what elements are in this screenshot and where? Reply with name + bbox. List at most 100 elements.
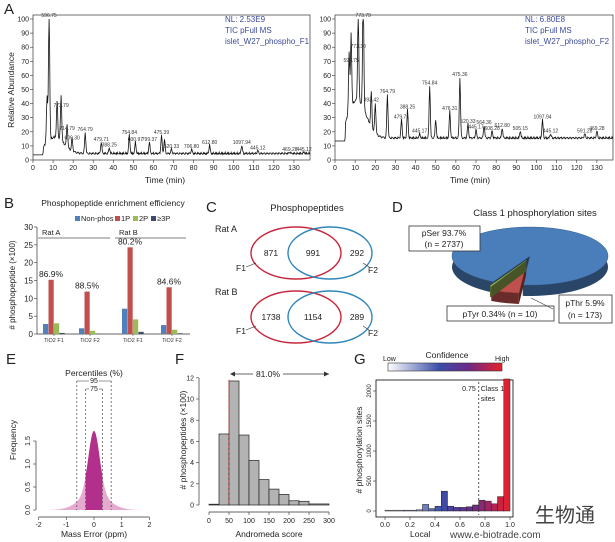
legend-swatch-3 (151, 216, 156, 221)
a1-info-nl: NL: 2.53E9 (225, 15, 266, 24)
venn-label-f2: F2 (368, 265, 378, 275)
pie-slice-pSer (451, 226, 609, 286)
peak-label: 754.84 (422, 81, 438, 87)
venn-f2-only: 289 (350, 312, 364, 322)
venn-both: 991 (306, 248, 320, 258)
y-tick-label: 6 (190, 439, 194, 446)
legend-swatch-1 (115, 216, 120, 221)
legend-label: ≥3P (157, 214, 170, 223)
y-tick-label: 5 (29, 312, 34, 321)
tic-trace (335, 18, 614, 142)
y-tick-label: 500 (367, 475, 373, 486)
y-tick-label: 90 (323, 31, 331, 38)
y-tick-label: 10 (21, 143, 29, 150)
category-label: TiO2 F1 (44, 338, 64, 344)
histogram-bar-8 (453, 507, 461, 512)
y-tick-label: 2 (190, 481, 194, 488)
bar-2P-3 (172, 329, 178, 334)
density-inner-area (85, 430, 103, 510)
histogram-bar-0 (384, 509, 404, 512)
x-tick-label: 20 (371, 165, 379, 172)
x-tick-label: 0.8 (480, 522, 490, 529)
label-pthr: pThr 5.9% (565, 298, 605, 308)
x-tick-label: 110 (248, 165, 259, 172)
y-tick-label: 70 (323, 59, 331, 66)
legend-swatch-0 (75, 216, 80, 221)
y-tick-label: 90 (21, 31, 29, 38)
peak-label: 479.71 (394, 115, 410, 121)
a2-info-file: islet_W27_phospho_F2 (525, 37, 610, 46)
ptyr-pointer (530, 297, 554, 310)
x-tick-label: 0.6 (455, 522, 465, 529)
peak-label: 479.71 (94, 137, 110, 143)
peak-label: 475.36 (452, 72, 468, 78)
peak-label: 591.28 (577, 129, 593, 135)
x-tick-label: 110 (551, 165, 562, 172)
pie-edge-pThr (518, 264, 527, 304)
label-pthr-n: (n = 173) (568, 310, 602, 320)
x-tick-label: 200 (283, 518, 295, 525)
peak-label: 706.80 (184, 144, 200, 150)
panel-label-f: F (175, 351, 184, 368)
panel-f: F Andromeda score # phosphopeptides (×10… (175, 351, 335, 539)
label-box-pthr (558, 294, 613, 324)
g-ylabel: # phosphorylation sites (354, 407, 364, 494)
x-tick-label: 50 (225, 518, 233, 525)
y-tick-label: 10 (186, 397, 194, 404)
y-tick-label: 80 (323, 45, 331, 52)
histogram-bar-13 (484, 500, 492, 512)
y-tick-label: 0 (327, 158, 331, 165)
a2-info-nl: NL: 6.80E8 (525, 15, 566, 24)
x-tick-label: 30 (392, 165, 400, 172)
x-tick-label: 0 (207, 518, 211, 525)
histogram-bar-8 (288, 500, 300, 506)
histogram-bar-11 (472, 504, 479, 512)
y-tick-label: 2000 (367, 384, 373, 398)
y-tick-label: 0 (190, 503, 194, 510)
y-tick-label: 12 (186, 375, 194, 382)
peak-label: 608.28 (484, 126, 500, 132)
a2-info-scan: TIC pFull MS (525, 26, 572, 35)
y-tick-label: 30 (21, 115, 29, 122)
y-tick-label: 1.5 (25, 436, 32, 446)
percentile-label-bg (89, 384, 99, 392)
venn-circle-f1 (250, 290, 342, 344)
label-box-pser (408, 225, 481, 252)
g-xlabel: Local (410, 529, 430, 539)
histogram-bar-6 (268, 488, 280, 506)
peak-label: 505.15 (513, 126, 529, 132)
y-tick-label: 70 (21, 59, 29, 66)
venn-both: 1154 (304, 312, 323, 322)
venn-set-label: Rat A (215, 224, 237, 234)
peak-label: 445.17 (412, 129, 428, 135)
peak-label: 469.28 (589, 126, 605, 132)
x-tick-label: 300 (323, 518, 335, 525)
x-tick-label: 30 (89, 165, 97, 172)
confidence-colorbar (387, 362, 503, 372)
histogram-bar-3 (238, 434, 250, 506)
peak-label: 773.30 (351, 44, 367, 50)
watermark-url: www.e-biotrade.com (449, 530, 541, 541)
y-tick-label: 20 (21, 129, 29, 136)
y-tick-label: 1500 (367, 414, 373, 428)
peak-label: 388.25 (400, 105, 416, 111)
venn-circle-f2 (287, 226, 373, 280)
y-tick-label: 8 (190, 418, 194, 425)
x-tick-label: 0.2 (405, 522, 415, 529)
arrow-head-right (324, 371, 329, 377)
panel-label-d: D (392, 199, 403, 216)
peak-label: 469.28 (282, 147, 298, 153)
y-tick-label: 80 (21, 45, 29, 52)
y-tick-label: 10 (323, 143, 331, 150)
pie-side-pTyr (489, 285, 492, 298)
peak-label: 799.37 (142, 137, 158, 143)
x-tick-label: 40 (412, 165, 420, 172)
x-tick-label: -1 (63, 522, 69, 529)
a2-xlabel: Time (min) (450, 175, 490, 185)
x-tick-label: 60 (150, 165, 158, 172)
x-tick-label: 100 (243, 518, 255, 525)
x-tick-label: 1.0 (505, 522, 515, 529)
peak-label: 445.12 (250, 146, 266, 152)
d-title: Class 1 phosphorylation sites (473, 208, 597, 219)
